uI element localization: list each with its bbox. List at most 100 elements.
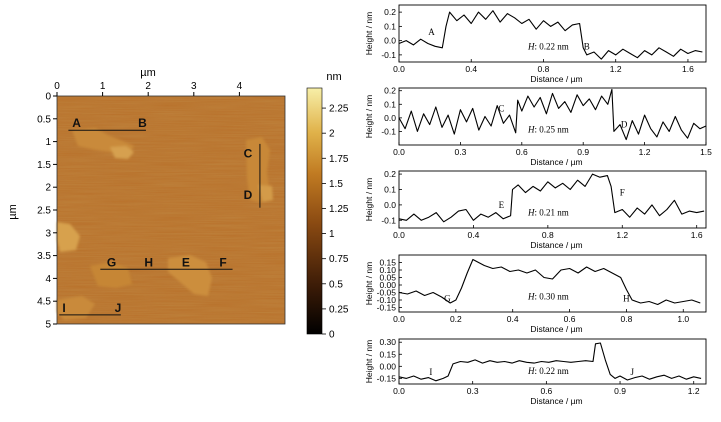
profile-x-axis-label: Distance / µm (530, 74, 582, 84)
afm-y-tick-label: 4.5 (37, 297, 51, 308)
profile-line (398, 342, 702, 382)
profile-point-label: G (444, 294, 451, 304)
profile-x-tick-label: 0.4 (507, 314, 519, 324)
afm-y-tick-label: 2.5 (37, 206, 51, 217)
profile-y-tick-label: 0.1 (384, 184, 396, 194)
profile-x-tick-label: 1.2 (688, 386, 700, 396)
afm-x-axis-label: µm (140, 67, 156, 79)
colorbar-label: nm (326, 71, 341, 83)
profile-point-label: C (498, 103, 504, 113)
profile-x-tick-label: 0.0 (393, 64, 405, 74)
profile-x-tick-label: 0.8 (620, 314, 632, 324)
profile-x-tick-label: 1.6 (691, 230, 703, 240)
profile-y-tick-label: -0.1 (381, 126, 396, 136)
profile-point-label: E (499, 200, 505, 210)
afm-scan-point-label: G (107, 255, 116, 269)
profile-y-tick-label: -0.05 (377, 288, 397, 298)
afm-image-panel: 0 1 2 3 4 0 0.5 1 1.5 2 2.5 3 3.5 4 4.5 5 A B C D G H E F I J µm… (7, 67, 286, 331)
profile-point-label: A (428, 27, 435, 37)
profile-y-tick-label: 0.2 (384, 169, 396, 179)
profile-x-tick-label: 0.3 (454, 147, 466, 157)
profile-y-tick-label: 0.0 (384, 200, 396, 210)
profile-x-tick-label: 1.0 (677, 314, 689, 324)
profile-x-tick-label: 0.3 (467, 386, 479, 396)
profile-x-tick-label: 0.9 (577, 147, 589, 157)
profile-x-tick-label: 0.4 (468, 230, 480, 240)
profile-height-annotation: H: 0.30 nm (527, 291, 569, 301)
profile-line (398, 88, 707, 141)
afm-x-tick-label: 4 (237, 81, 243, 92)
profile-y-tick-label: -0.15 (377, 303, 397, 313)
profile-y-tick-label: 0.00 (379, 280, 396, 290)
island-ij (57, 296, 95, 320)
profile-x-tick-label: 0.8 (538, 64, 550, 74)
afm-scan-point-label: A (72, 116, 81, 130)
profile-y-axis-label: Height / nm (364, 95, 374, 138)
afm-islands (57, 128, 273, 320)
profile-x-tick-label: 0.0 (393, 147, 405, 157)
profile-x-tick-label: 1.2 (610, 64, 622, 74)
profile-y-tick-label: 0.1 (384, 99, 396, 109)
profile-y-tick-label: 0.10 (379, 265, 396, 275)
afm-scan-point-label: B (138, 116, 147, 130)
profile-chart-4: 0.150.100.050.00-0.05-0.10-0.150.0 0.2 0.4… (364, 254, 707, 334)
afm-y-axis-label: µm (7, 204, 19, 220)
profile-y-tick-label: 0.2 (384, 86, 396, 96)
profile-y-tick-label: 0.30 (379, 337, 396, 347)
afm-scan-point-label: D (244, 188, 253, 202)
afm-y-tick-label: 5 (45, 320, 51, 331)
colorbar-tick-label: 2 (329, 129, 335, 140)
colorbar-tick-label: 1.25 (329, 204, 349, 215)
profile-point-label: F (620, 188, 625, 198)
profile-line (398, 258, 701, 306)
afm-y-tick-label: 3.5 (37, 251, 51, 262)
profile-chart-2: 0.2 0.1 0.0 -0.1 0.0 0.3 0.6 0.9 1.2 1.5 Distance … (364, 86, 712, 167)
profile-height-annotation: H: 0.22 nm (527, 41, 569, 51)
profile-line (398, 173, 705, 223)
profile-x-tick-label: 0.0 (393, 230, 405, 240)
profile-charts: 0.2 0.1 0.0 -0.1 0.0 0.4 0.8 1.2 1.6 Distance / µ… (364, 4, 712, 406)
colorbar-tick-label: 1 (329, 229, 335, 240)
profile-point-label: B (584, 41, 590, 51)
profile-x-tick-label: 0.2 (450, 314, 462, 324)
profile-x-tick-label: 1.6 (682, 64, 694, 74)
afm-scan-point-label: H (144, 255, 153, 269)
afm-scan-point-label: E (182, 255, 190, 269)
afm-scan-point-label: C (244, 146, 253, 160)
profile-x-tick-label: 0.6 (564, 314, 576, 324)
afm-y-tick-label: 1 (45, 137, 51, 148)
profile-plot-frame (398, 87, 707, 146)
profile-x-tick-label: 1.2 (616, 230, 628, 240)
profile-x-tick-label: 0.6 (516, 147, 528, 157)
island-left (57, 222, 80, 252)
afm-x-tick-label: 3 (191, 81, 197, 92)
profile-height-annotation: H: 0.25 nm (527, 124, 569, 134)
profile-x-axis-label: Distance / µm (530, 396, 582, 406)
profile-chart-5: 0.30 0.15 0.00 -0.15 0.0 0.3 0.6 0.9 1.2 Distance… (364, 337, 707, 406)
afm-x-tick-label: 1 (100, 81, 106, 92)
profile-x-tick-label: 1.2 (639, 147, 651, 157)
colorbar: nm 2.25 2 1.75 1.5 1.25 1 0.75 0.5 0.25 0 (306, 71, 349, 341)
colorbar-tick-label: 2.25 (329, 104, 349, 115)
afm-y-tick-label: 1.5 (37, 160, 51, 171)
profile-y-tick-label: -0.1 (381, 50, 396, 60)
colorbar-tick-label: 0 (329, 330, 335, 341)
profile-y-axis-label: Height / nm (364, 178, 374, 221)
profile-line (398, 10, 703, 60)
profile-x-tick-label: 0.8 (542, 230, 554, 240)
profile-point-label: I (429, 367, 432, 377)
profile-plot-frame (398, 170, 707, 229)
profile-height-annotation: H: 0.22 nm (527, 366, 569, 376)
afm-scan-point-label: F (219, 255, 226, 269)
colorbar-tick-label: 1.75 (329, 154, 349, 165)
colorbar-ticks: 2.25 2 1.75 1.5 1.25 1 0.75 0.5 0.25 0 (322, 104, 349, 341)
profile-y-tick-label: -0.1 (381, 215, 396, 225)
profile-x-axis-label: Distance / µm (530, 157, 582, 167)
profile-x-tick-label: 0.4 (465, 64, 477, 74)
afm-y-tick-label: 0.5 (37, 114, 51, 125)
profile-y-tick-label: 0.15 (379, 258, 396, 268)
island-ef (168, 255, 212, 296)
colorbar-tick-label: 0.25 (329, 304, 349, 315)
colorbar-tick-label: 0.75 (329, 254, 349, 265)
